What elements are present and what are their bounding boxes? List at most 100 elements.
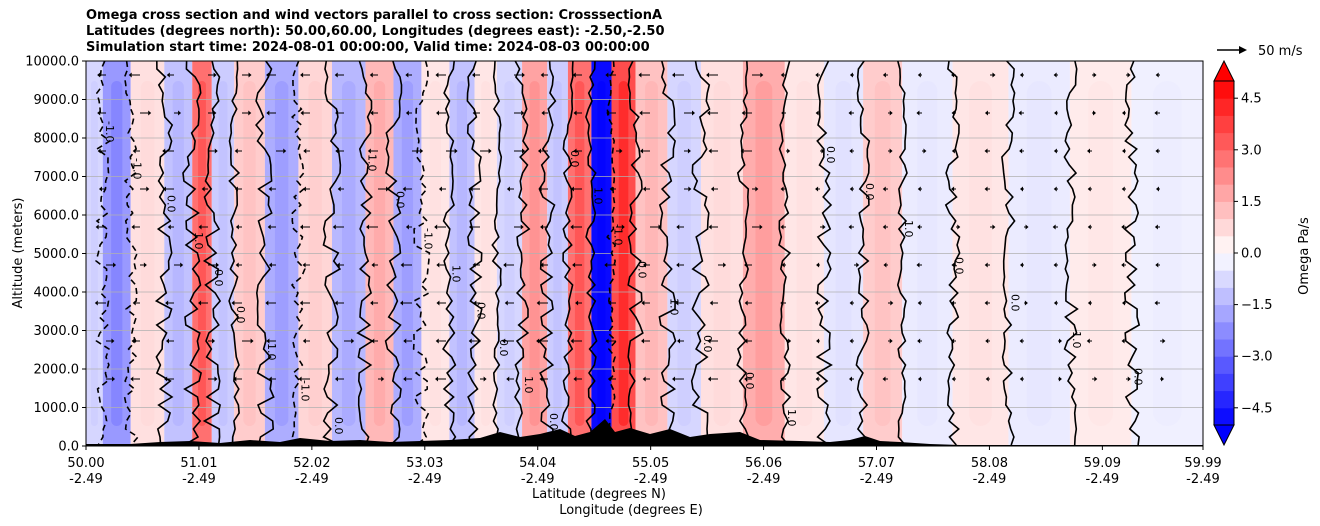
contour-label: -1.0: [298, 380, 311, 401]
wind-vector-head: [1024, 300, 1028, 306]
contour-label: 0.0: [212, 269, 225, 287]
wind-vector-head: [536, 338, 540, 344]
wind-vector-head: [1019, 338, 1023, 344]
wind-vector-head: [781, 110, 785, 116]
wind-vector-head: [336, 262, 340, 268]
wind-vector-head: [148, 110, 152, 116]
wind-vector-head: [707, 110, 711, 116]
wind-vector-head: [1053, 148, 1057, 154]
wind-vector-head: [822, 224, 826, 230]
wind-vector-head: [707, 376, 711, 382]
x-tick-label-latitude: 50.00: [67, 456, 104, 471]
wind-vector-head: [606, 110, 610, 116]
wind-vector-head: [472, 72, 476, 78]
wind-vector-head: [1087, 148, 1091, 154]
wind-vector-head: [436, 262, 440, 268]
wind-vector-head: [1019, 186, 1023, 192]
colorbar-extend-max: [1213, 59, 1235, 82]
wind-vector-head: [214, 376, 218, 382]
wind-vector-head: [1093, 262, 1097, 268]
colorbar-level: [1214, 253, 1234, 271]
wind-vector-head: [248, 72, 252, 78]
wind-vector-head: [1019, 148, 1023, 154]
wind-vector-head: [708, 224, 712, 230]
contour-label: -1.0: [612, 224, 625, 245]
wind-vector-head: [436, 110, 440, 116]
wind-vector-head: [676, 224, 680, 230]
wind-vector-head: [1162, 338, 1166, 344]
wind-vector-head: [299, 224, 303, 230]
chart-title-line-1: Omega cross section and wind vectors par…: [86, 8, 663, 23]
wind-vector-head: [334, 72, 338, 78]
wind-vector-head: [658, 224, 662, 230]
contour-label: -1.0: [421, 228, 434, 249]
y-tick-label: 2000.0: [34, 363, 80, 378]
wind-vector-head: [1121, 186, 1125, 192]
y-tick-label: 10000.0: [25, 55, 79, 70]
omega-contours: -1.0 -1.0 0.0 1.0 0.0 0.0 1.0 -1.0 0.0 1.0 0.0 -1.0…: [95, 61, 1144, 446]
quiver-key-arrowhead: [1239, 46, 1247, 54]
wind-vector-head: [267, 224, 271, 230]
x-tick-label-latitude: 58.08: [971, 456, 1008, 471]
contour-label: 0.0: [497, 339, 510, 357]
wind-vector-head: [951, 186, 955, 192]
y-tick-label: 3000.0: [34, 324, 80, 339]
contour-zero: [442, 61, 457, 446]
wind-vector-head: [570, 186, 574, 192]
wind-vector-head: [916, 110, 920, 116]
wind-vector-head: [180, 262, 184, 268]
wind-vector-head: [1127, 376, 1131, 382]
wind-vector-head: [815, 110, 819, 116]
wind-vector-head: [815, 72, 819, 78]
wind-vector-head: [178, 110, 182, 116]
contour-label: 0.0: [743, 372, 756, 390]
wind-vector-head: [741, 110, 745, 116]
colorbar-tick-label: −1.5: [1241, 298, 1273, 313]
contour-negative: [290, 61, 306, 446]
wind-vector-head: [95, 224, 99, 230]
wind-vector-head: [214, 148, 218, 154]
colorbar-label: Omega Pa/s: [1297, 217, 1312, 295]
wind-vector-head: [337, 186, 341, 192]
wind-vector-head: [1058, 338, 1062, 344]
wind-vector-head: [848, 224, 852, 230]
colorbar-extend-min: [1213, 424, 1235, 447]
terrain: [86, 419, 1203, 446]
wind-vector-head: [821, 148, 825, 154]
y-tick-label: 0.0: [58, 440, 79, 455]
x-tick-label-longitude: -2.49: [634, 472, 668, 487]
wind-vector-head: [405, 224, 409, 230]
wind-vector-head: [1054, 110, 1058, 116]
wind-vector-head: [302, 262, 306, 268]
wind-vector-head: [266, 338, 270, 344]
colorbar-tick-label: −3.0: [1241, 350, 1273, 365]
wind-vector-head: [984, 110, 988, 116]
wind-vector-head: [951, 300, 955, 306]
wind-vector-head: [540, 224, 544, 230]
y-tick-label: 5000.0: [34, 247, 80, 262]
wind-vector-head: [386, 186, 390, 192]
wind-vector-head: [1025, 224, 1029, 230]
wind-vector-head: [1093, 110, 1097, 116]
wind-vector-head: [351, 338, 355, 344]
wind-vector-head: [504, 300, 508, 306]
wind-vector-head: [675, 300, 679, 306]
wind-vector-head: [882, 72, 886, 78]
wind-vector-head: [923, 148, 927, 154]
wind-vector-head: [265, 300, 269, 306]
colorbar-tick-label: 3.0: [1241, 143, 1262, 158]
wind-vector-head: [235, 224, 239, 230]
wind-vector-head: [848, 110, 852, 116]
colorbar-level: [1214, 235, 1234, 254]
wind-vector-head: [759, 224, 763, 230]
colorbar-level: [1214, 339, 1234, 357]
wind-vector-head: [992, 72, 996, 78]
wind-vector-head: [405, 110, 409, 116]
colorbar-level: [1214, 167, 1234, 185]
wind-vector-head: [608, 300, 612, 306]
wind-vector-head: [1154, 300, 1158, 306]
y-tick-label: 7000.0: [34, 170, 80, 185]
wind-vector-head: [706, 72, 710, 78]
wind-vector-head: [334, 300, 338, 306]
wind-vector-head: [744, 300, 748, 306]
